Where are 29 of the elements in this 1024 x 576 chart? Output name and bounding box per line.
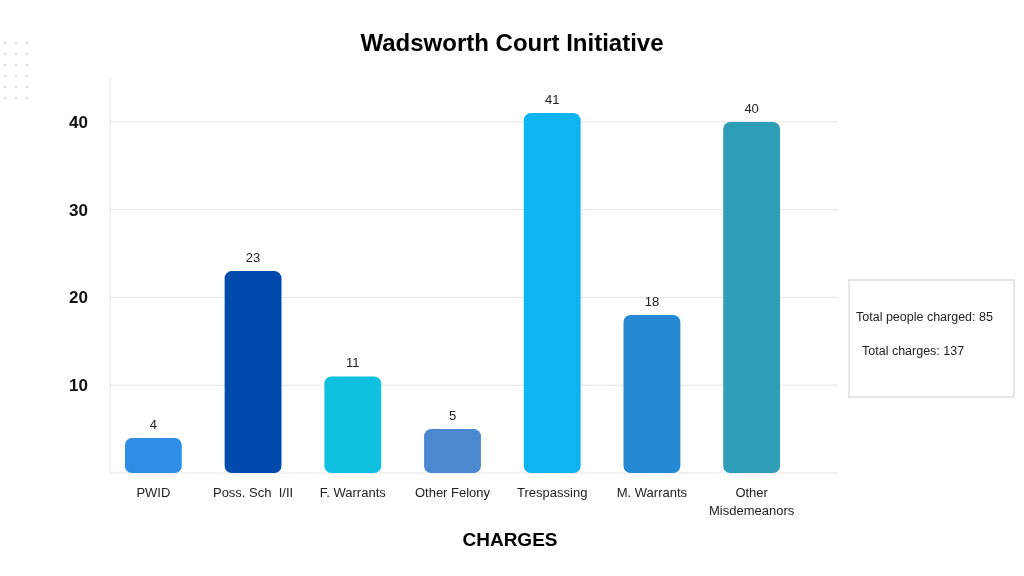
x-tick-label: PWID <box>136 485 171 500</box>
x-tick-label: F. Warrants <box>319 485 387 500</box>
bar <box>424 429 481 473</box>
x-tick-label: Trespassing <box>517 485 588 500</box>
text: Total charges: 137 <box>862 344 965 358</box>
bar <box>523 113 581 473</box>
bar <box>623 315 681 473</box>
bar <box>324 376 382 473</box>
x-tick-label: Other Felony <box>414 485 491 500</box>
x-tick-label: M. Warrants <box>616 485 688 500</box>
bar <box>723 121 781 473</box>
y-tick-label: 20 <box>69 288 88 308</box>
y-tick-label: 30 <box>69 200 88 220</box>
data-label: 5 <box>448 408 457 424</box>
data-label: 4 <box>149 416 157 432</box>
y-tick-label: 10 <box>69 376 88 396</box>
x-tick-label: Poss. Sch I/II <box>212 485 294 500</box>
data-label: 11 <box>346 355 360 371</box>
data-label: 40 <box>744 100 759 116</box>
bar <box>224 271 282 473</box>
y-tick-label: 40 <box>69 112 88 132</box>
x-tick-label: Other Misdemeanors <box>709 485 795 518</box>
data-label: 23 <box>245 250 261 266</box>
chart-title: Wadsworth Court Initiative <box>360 29 664 56</box>
x-axis-title: CHARGES <box>462 529 558 550</box>
text: Total people charged: 85 <box>856 310 993 324</box>
data-label: 18 <box>644 294 660 309</box>
bar <box>124 437 182 473</box>
data-label: 41 <box>544 92 560 108</box>
